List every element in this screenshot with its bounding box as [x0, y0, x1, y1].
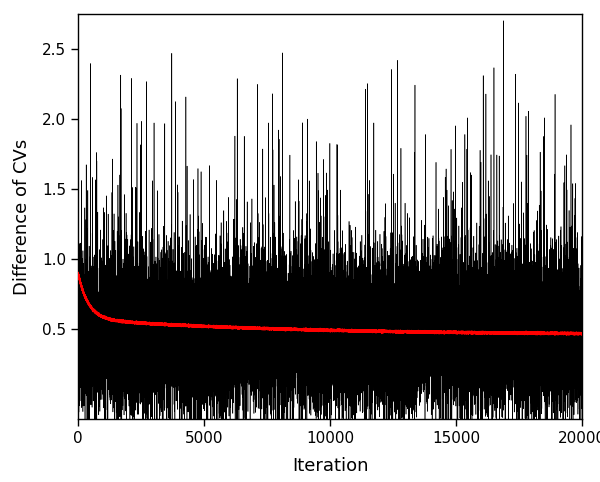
X-axis label: Iteration: Iteration	[292, 457, 368, 475]
Y-axis label: Difference of CVs: Difference of CVs	[13, 139, 31, 295]
